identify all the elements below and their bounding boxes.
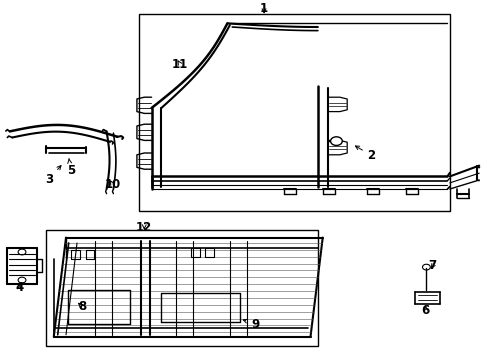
Circle shape [422,264,429,270]
Text: 1: 1 [260,3,267,15]
Text: 4: 4 [16,281,23,294]
Circle shape [330,137,342,145]
Text: 8: 8 [78,300,86,313]
Circle shape [146,301,156,308]
Text: 6: 6 [421,304,428,317]
Bar [46,230,317,346]
Circle shape [110,290,120,297]
Circle shape [18,277,26,283]
Text: 7: 7 [428,259,436,272]
Text: 2: 2 [355,146,375,162]
Text: 5: 5 [67,159,75,177]
Text: 9: 9 [243,318,259,330]
Text: 11: 11 [171,58,188,71]
Circle shape [229,288,239,295]
Text: 12: 12 [136,221,152,234]
Circle shape [18,249,26,255]
Text: 10: 10 [104,178,121,191]
Bar [139,14,449,211]
Text: 3: 3 [45,166,61,186]
